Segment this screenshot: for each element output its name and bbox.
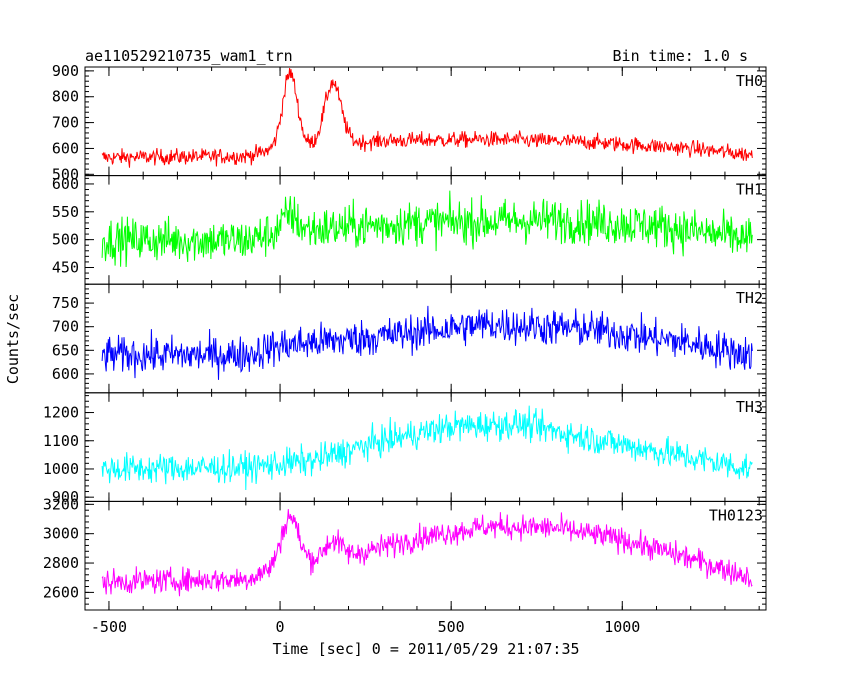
x-tick-label: 1000 (604, 618, 640, 636)
series-line-th0123 (101, 509, 753, 597)
y-tick-label: 750 (52, 294, 79, 312)
panel-th0: 500 600 700 800 900 TH0 (52, 62, 767, 183)
panel-th2: 600 650 700 750 TH2 (52, 283, 767, 394)
y-tick-label: 900 (52, 62, 79, 80)
x-tick-label: 500 (438, 618, 465, 636)
y-tick-label: 600 (52, 365, 79, 383)
panel-name-label: TH0123 (709, 506, 763, 524)
y-tick-label: 1000 (43, 460, 79, 478)
panel-name-label: TH0 (736, 72, 763, 90)
y-tick-label: 1200 (43, 404, 79, 422)
y-tick-label: 700 (52, 318, 79, 336)
series-line-th2 (101, 305, 753, 380)
y-axis-label: Counts/sec (4, 294, 22, 384)
panel-th0123: 2600 2800 3000 3200 TH0123 (43, 495, 767, 611)
x-tick-label: -500 (91, 618, 127, 636)
x-tick-label: 0 (276, 618, 285, 636)
panel-name-label: TH3 (736, 398, 763, 416)
y-tick-label: 3000 (43, 525, 79, 543)
y-tick-label: 2800 (43, 554, 79, 572)
y-tick-label: 550 (52, 203, 79, 221)
y-tick-label: 800 (52, 88, 79, 106)
y-tick-label: 650 (52, 341, 79, 359)
y-tick-label: 900 (52, 488, 79, 506)
x-axis: -500 0 500 1000 (91, 618, 640, 636)
panel-name-label: TH1 (736, 181, 763, 199)
y-tick-label: 1100 (43, 432, 79, 450)
y-tick-label: 700 (52, 114, 79, 132)
y-tick-label: 500 (52, 165, 79, 183)
panel-th3: 900 1000 1100 1200 TH3 (43, 392, 767, 506)
y-tick-label: 500 (52, 231, 79, 249)
panel-th1: 450 500 550 600 TH1 (52, 175, 767, 285)
y-tick-label: 450 (52, 258, 79, 276)
series-line-th1 (101, 190, 753, 268)
panel-name-label: TH2 (736, 289, 763, 307)
y-tick-label: 600 (52, 139, 79, 157)
y-tick-label: 2600 (43, 583, 79, 601)
y-tick-label: 600 (52, 175, 79, 193)
panel-frame (84, 392, 767, 502)
bin-time-label: Bin time: 1.0 s (613, 47, 748, 65)
chart-title: ae110529210735_wam1_trn (85, 47, 293, 65)
panel-frame (84, 500, 767, 611)
series-line-th3 (101, 405, 753, 491)
series-line-th0 (101, 67, 753, 168)
y-tick-label: 3200 (43, 495, 79, 513)
x-axis-label: Time [sec] 0 = 2011/05/29 21:07:35 (272, 640, 579, 658)
